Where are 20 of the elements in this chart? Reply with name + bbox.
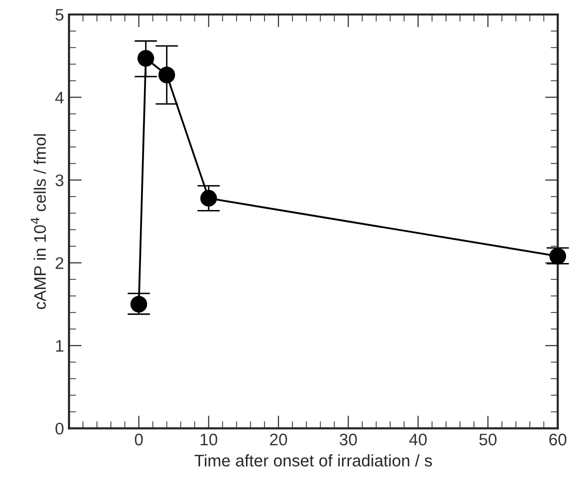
point	[130, 296, 148, 313]
y-tick-label: 1	[56, 340, 64, 352]
x-tick-label: 0	[134, 434, 143, 446]
point	[200, 190, 217, 207]
y-tick-label: 2	[56, 257, 64, 269]
x-tick-label: 30	[340, 434, 357, 446]
x-tick-label: 50	[479, 434, 497, 446]
x-tick-label: 60	[549, 434, 566, 446]
x-tick-label: 20	[270, 434, 288, 446]
y-tick-label: 0	[56, 422, 64, 435]
y-tick-label: 4	[55, 92, 64, 104]
x-axis-title: Time after onset of irradiation / s	[194, 454, 432, 467]
y-tick-label: 5	[56, 9, 64, 21]
point	[158, 66, 176, 84]
point	[549, 248, 566, 265]
y-axis-title: cAMP in 10$^{4}$ cells / fmol	[30, 134, 46, 310]
x-tick-label: 40	[409, 434, 427, 446]
x-tick-label: 10	[200, 434, 218, 446]
y-tick-label: 3	[56, 174, 64, 186]
point	[137, 50, 154, 67]
